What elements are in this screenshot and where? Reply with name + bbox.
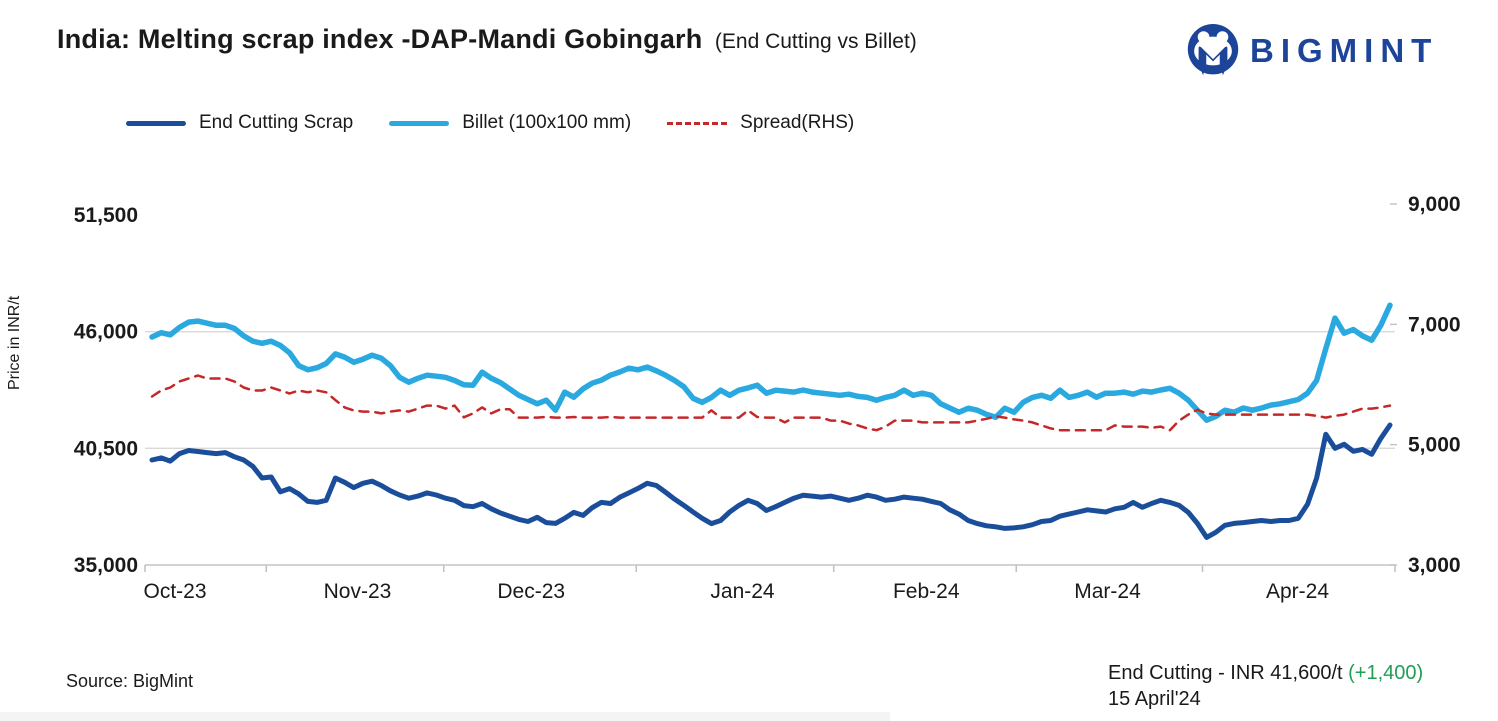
source-note: Source: BigMint — [66, 671, 194, 691]
page-subtitle: (End Cutting vs Billet) — [714, 30, 917, 53]
right-axis-label: 3,000 — [1408, 554, 1461, 577]
x-axis-label: Feb-24 — [893, 580, 960, 603]
left-axis-label: 51,500 — [74, 204, 138, 227]
latest-price-line: End Cutting - INR 41,600/t (+1,400) — [1108, 660, 1423, 686]
page-title: India: Melting scrap index -DAP-Mandi Go… — [57, 24, 703, 54]
legend-item-end-cutting-scrap: End Cutting Scrap — [126, 112, 353, 134]
x-axis-label: Dec-23 — [497, 580, 565, 603]
latest-price-date: 15 April'24 — [1108, 688, 1201, 710]
right-axis-label: 7,000 — [1408, 313, 1461, 336]
brand-name: BIGMINT — [1250, 32, 1439, 69]
legend-swatch-end-cutting — [126, 120, 186, 126]
x-axis-label: Nov-23 — [324, 580, 392, 603]
right-axis-label: 9,000 — [1408, 193, 1461, 216]
left-axis-label: 35,000 — [74, 554, 138, 577]
legend-label: Spread(RHS) — [740, 112, 855, 133]
brand-logo: BIGMINT — [1186, 22, 1438, 80]
series-line-spread-rhs- — [150, 374, 1392, 432]
series-line-billet-100x100-mm- — [149, 302, 1393, 423]
title-row: India: Melting scrap index -DAP-Mandi Go… — [57, 24, 917, 55]
x-axis-label: Jan-24 — [710, 580, 775, 603]
legend-swatch-billet — [389, 120, 450, 126]
left-axis-label: 40,500 — [74, 437, 138, 460]
legend-label: End Cutting Scrap — [199, 112, 354, 133]
legend-swatch-spread — [667, 121, 728, 125]
x-axis-label: Mar-24 — [1074, 580, 1141, 603]
price-change-positive: (+1,400) — [1348, 662, 1424, 684]
series-line-end-cutting-scrap — [149, 422, 1393, 540]
bottom-strip — [0, 712, 890, 721]
legend-item-billet: Billet (100x100 mm) — [389, 112, 631, 134]
x-axis-label: Oct-23 — [143, 580, 206, 603]
x-axis-label: Apr-24 — [1266, 580, 1329, 603]
chart-legend: End Cutting Scrap Billet (100x100 mm) Sp… — [126, 112, 854, 134]
legend-item-spread: Spread(RHS) — [667, 112, 854, 134]
bigmint-logo-icon — [1187, 24, 1239, 76]
latest-price-text: End Cutting - INR 41,600/t — [1108, 662, 1349, 684]
chart-plot: 51,500 46,000 40,500 35,000 9,000 7,000 5,000 3… — [74, 193, 1461, 603]
latest-price-note: End Cutting - INR 41,600/t (+1,400) 15 A… — [1108, 660, 1423, 712]
left-axis-label: 46,000 — [74, 321, 138, 344]
right-axis-label: 5,000 — [1408, 434, 1461, 457]
legend-label: Billet (100x100 mm) — [462, 112, 632, 133]
